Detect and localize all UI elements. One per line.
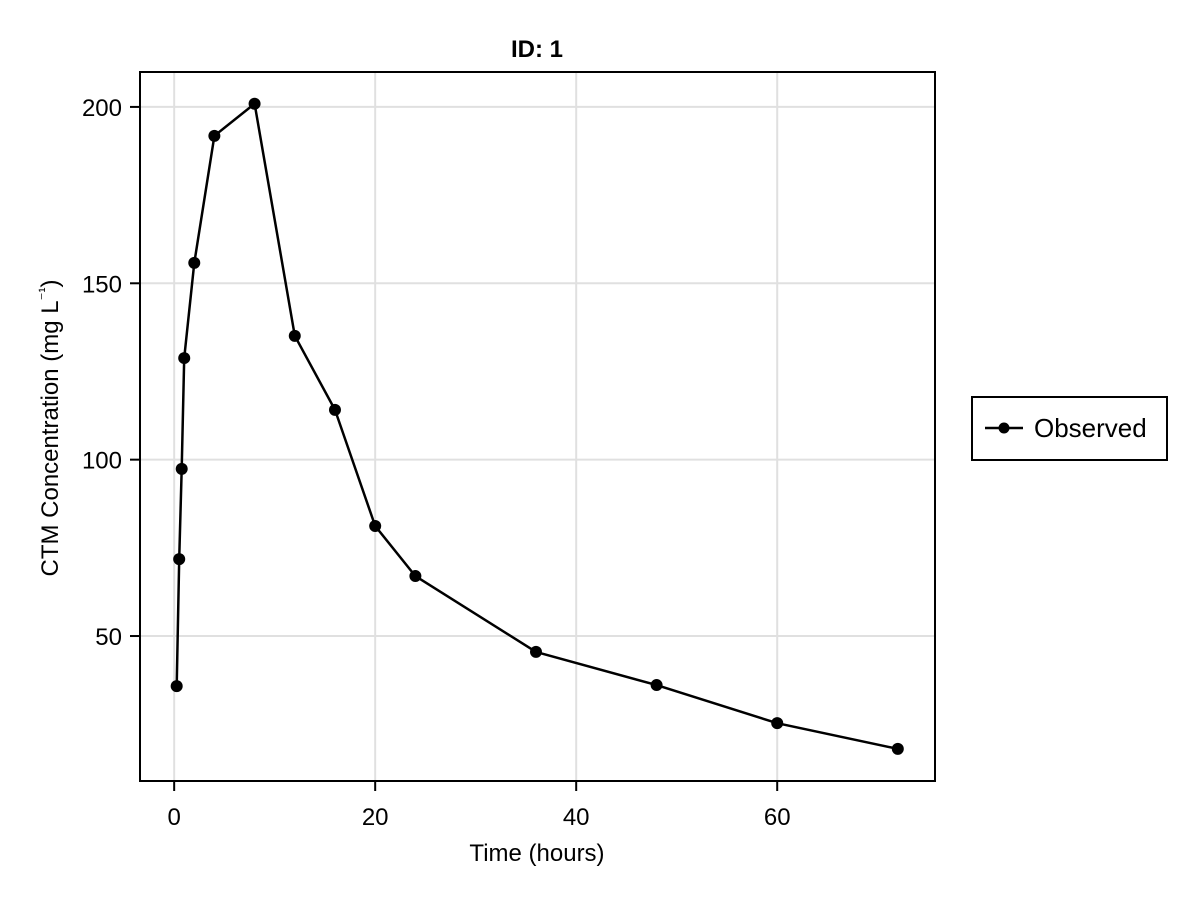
x-tick-label: 0 — [167, 804, 180, 831]
y-tick-label: 200 — [82, 95, 122, 122]
x-axis-label: Time (hours) — [469, 840, 604, 867]
series-observed — [170, 97, 904, 755]
x-axis-ticks: 0 20 40 60 — [167, 781, 791, 831]
data-point — [208, 129, 221, 142]
data-point — [288, 329, 301, 342]
x-tick-label: 20 — [362, 804, 389, 831]
gridlines — [140, 72, 935, 781]
data-point — [248, 97, 261, 110]
y-axis-label: CTM Concentration (mg L⁻¹) — [36, 279, 64, 576]
y-tick-label: 100 — [82, 448, 122, 475]
data-point — [170, 680, 183, 693]
data-point — [369, 519, 382, 532]
chart-title: ID: 1 — [511, 36, 563, 63]
data-point — [529, 645, 542, 658]
data-point — [891, 742, 904, 755]
legend-label-observed: Observed — [1034, 413, 1147, 443]
data-point — [175, 462, 188, 475]
x-tick-label: 60 — [764, 804, 791, 831]
legend-marker-icon — [998, 422, 1010, 434]
y-axis-ticks: 50 100 150 200 — [82, 95, 140, 651]
data-point — [328, 403, 341, 416]
data-point — [409, 570, 422, 583]
legend: Observed — [971, 396, 1168, 461]
data-point — [650, 679, 663, 692]
x-tick-label: 40 — [563, 804, 590, 831]
data-point — [178, 352, 191, 365]
data-point — [771, 717, 784, 730]
y-tick-label: 50 — [95, 624, 122, 651]
y-tick-label: 150 — [82, 271, 122, 298]
data-point — [173, 553, 186, 566]
data-point — [188, 256, 201, 269]
plot-frame — [139, 71, 936, 782]
